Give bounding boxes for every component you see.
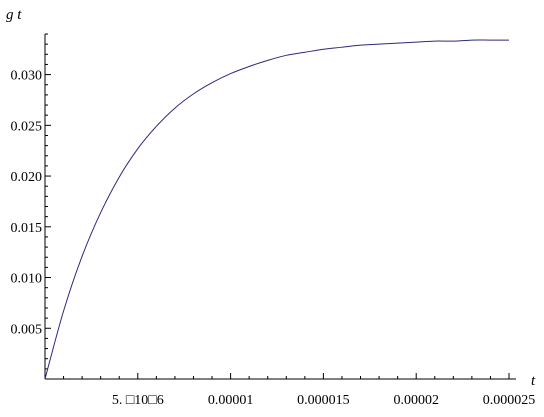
series-layer: [44, 39, 509, 380]
y-tick-label: 0.005: [11, 322, 43, 337]
x-tick-label: 0.00002: [393, 393, 439, 408]
y-axis-label: g t: [6, 7, 22, 23]
y-tick-label: 0.025: [11, 119, 43, 134]
x-axis-label: t: [531, 373, 536, 389]
x-tick-label: 0.00001: [208, 393, 254, 408]
x-tick-label: 0.000015: [297, 393, 350, 408]
series-line: [44, 39, 509, 380]
y-tick-label: 0.010: [11, 272, 43, 287]
x-tick-label: 0.000025: [483, 393, 536, 408]
y-tick-label: 0.020: [11, 170, 43, 185]
y-tick-label: 0.015: [11, 221, 43, 236]
ticks-layer: 0.005 0.010 0.015 0.020 0.025 0.030 5. □10□6 0.…: [11, 33, 536, 408]
y-tick-label: 0.030: [11, 69, 43, 84]
x-tick-label: 5. □10□6: [112, 393, 164, 408]
